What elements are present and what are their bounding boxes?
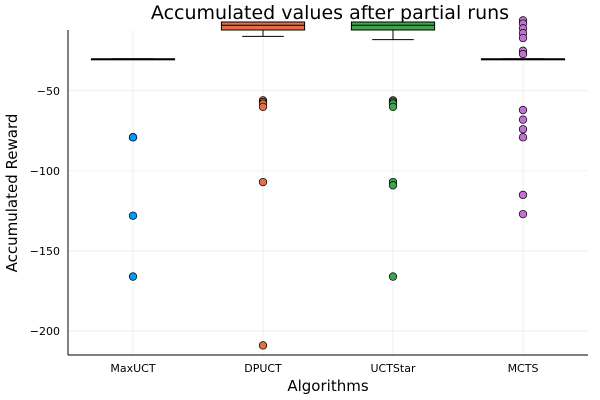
box-mcts xyxy=(480,58,566,61)
y-tick-label: −50 xyxy=(37,85,60,98)
y-tick-label: −100 xyxy=(30,165,60,178)
outlier-point xyxy=(258,177,268,187)
outlier-point xyxy=(128,272,138,281)
box-iqr xyxy=(220,21,306,31)
x-tick-label: MCTS xyxy=(508,362,539,375)
y-tick-label: −200 xyxy=(30,325,60,338)
box-maxuct xyxy=(90,58,176,61)
outliers-layer xyxy=(128,16,528,350)
x-tick-label: UCTStar xyxy=(370,362,415,375)
outlier-point xyxy=(518,125,528,134)
chart-title: Accumulated values after partial runs xyxy=(151,2,509,24)
box-dpuct xyxy=(220,21,306,37)
box-uctstar xyxy=(350,21,436,41)
outlier-point xyxy=(518,49,528,59)
outlier-point xyxy=(518,105,528,115)
outlier-point xyxy=(518,133,528,142)
grid-layer xyxy=(68,30,588,355)
x-tick-label: MaxUCT xyxy=(110,362,155,375)
outlier-point xyxy=(258,341,268,350)
outlier-point xyxy=(128,133,138,142)
x-tick-label: DPUCT xyxy=(244,362,282,375)
x-axis-label: Algorithms xyxy=(287,377,368,395)
y-axis-label: Accumulated Reward xyxy=(3,114,21,273)
outlier-point xyxy=(388,272,398,281)
outlier-point xyxy=(518,209,528,219)
y-tick-labels: −50 −100 −150 −200 xyxy=(30,85,60,338)
outlier-point xyxy=(388,102,398,111)
y-tick-label: −150 xyxy=(30,245,60,258)
outlier-point xyxy=(518,33,528,43)
box-iqr xyxy=(350,21,436,31)
outlier-point xyxy=(388,181,398,190)
outlier-point xyxy=(518,190,528,200)
outlier-point xyxy=(258,102,268,111)
outlier-point xyxy=(128,211,138,220)
x-tick-labels: MaxUCT DPUCT UCTStar MCTS xyxy=(110,362,538,375)
outlier-point xyxy=(518,115,528,124)
boxes-layer xyxy=(90,21,566,61)
